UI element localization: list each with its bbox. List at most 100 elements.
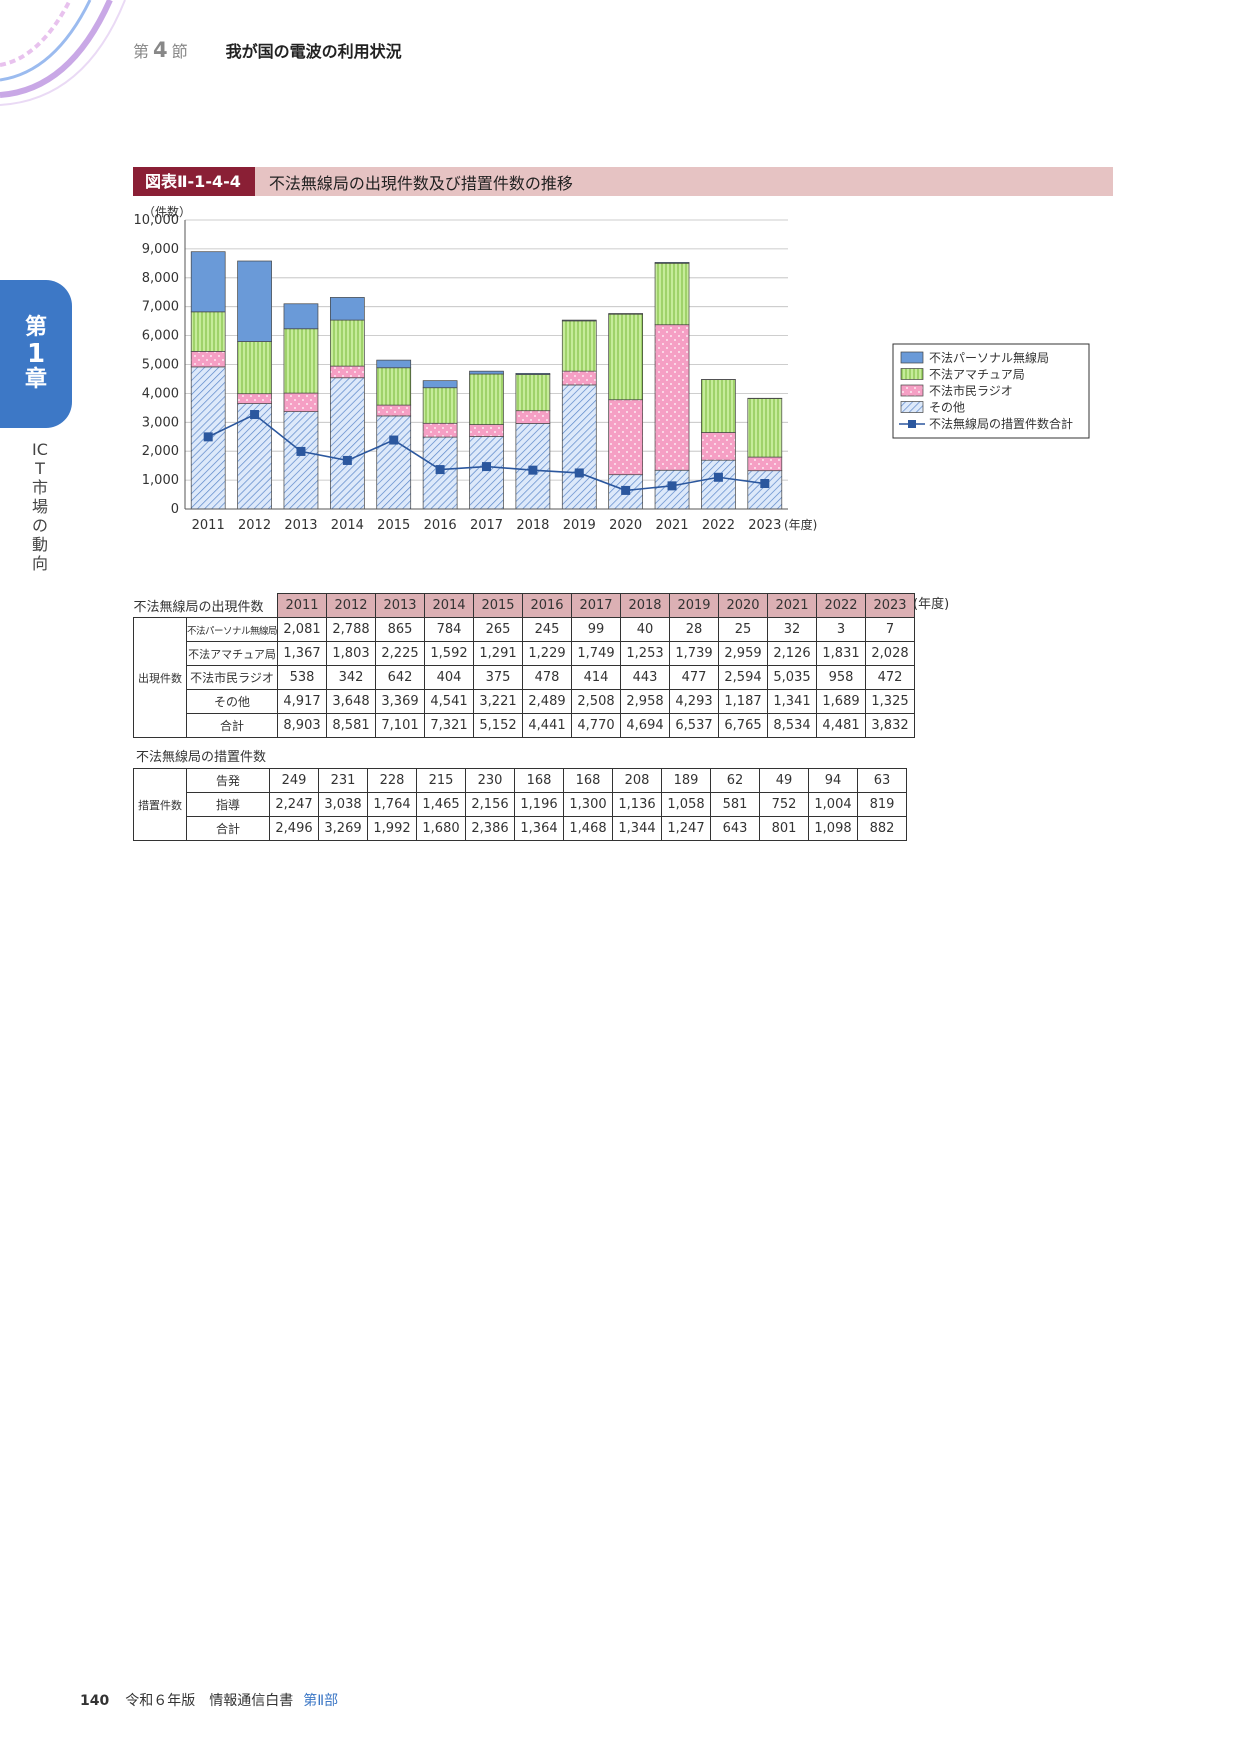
- cell: 4,293: [669, 689, 720, 714]
- year-header: 2017: [571, 593, 622, 618]
- cell: 215: [416, 768, 466, 793]
- stacked-bar-chart: （件数） 0 1,000 2,000 3,000 4,000 5,000 6,000 7,000…: [134, 204, 1090, 533]
- chapter-suffix: 章: [24, 367, 47, 393]
- legend-swatch: [900, 401, 924, 413]
- y-tick-label: 10,000: [134, 213, 180, 228]
- legend-swatch: [900, 368, 924, 380]
- cell: 1,764: [367, 792, 417, 817]
- x-tick-label: 2023: [748, 518, 781, 533]
- cell: 3,038: [318, 792, 368, 817]
- line-point: [713, 472, 723, 482]
- cell: 1,739: [669, 641, 720, 666]
- year-header: 2019: [669, 593, 720, 618]
- bar-segment: [654, 262, 690, 326]
- cell: 4,441: [522, 713, 573, 738]
- cell: 2,386: [465, 816, 515, 841]
- bar-segment: [237, 341, 272, 395]
- cell: 8,534: [767, 713, 818, 738]
- cell: 3,648: [326, 689, 377, 714]
- bar-segment: [608, 313, 644, 401]
- cell: 63: [857, 768, 907, 793]
- legend-box: [892, 343, 1090, 439]
- cell: 819: [857, 792, 907, 817]
- cell: 8,581: [326, 713, 377, 738]
- cell: 443: [620, 665, 671, 690]
- bar-segment: [747, 398, 783, 458]
- row-label: 不法パーソナル無線局: [185, 617, 279, 642]
- cell: 7,101: [375, 713, 426, 738]
- table-row: 指導 2,247 3,038 1,764 1,465 2,156 1,196 1…: [134, 792, 907, 817]
- bar-segment: [237, 260, 272, 342]
- cell: 1,803: [326, 641, 377, 666]
- line-point: [203, 432, 213, 442]
- bar-segment: [701, 379, 736, 433]
- cell: 472: [865, 665, 916, 690]
- cell: 5,152: [473, 713, 524, 738]
- cell: 1,992: [367, 816, 417, 841]
- x-tick-label: 2019: [563, 518, 596, 533]
- bar-segment: [701, 432, 736, 461]
- bar-segment: [561, 384, 597, 510]
- year-header: 2013: [375, 593, 426, 618]
- legend-label: その他: [929, 401, 965, 415]
- cell: 958: [816, 665, 867, 690]
- table-caption: 不法無線局の出現件数: [133, 599, 264, 615]
- section-number: 4: [153, 38, 168, 62]
- cell: 1,300: [563, 792, 613, 817]
- cell: 245: [522, 617, 573, 642]
- bar-segment: [654, 262, 690, 264]
- cell: 189: [661, 768, 711, 793]
- bar-segment: [376, 415, 412, 510]
- legend-label: 不法市民ラジオ: [929, 383, 1013, 398]
- cell: 230: [465, 768, 515, 793]
- year-header: 2011: [277, 593, 328, 618]
- cell: 2,594: [718, 665, 769, 690]
- line-point: [760, 479, 770, 489]
- y-axis-unit: （件数）: [143, 204, 191, 219]
- cell: 8,903: [277, 713, 328, 738]
- cell: 478: [522, 665, 573, 690]
- row-label: 告発: [186, 768, 270, 793]
- cell: 1,367: [277, 641, 328, 666]
- line-point: [435, 465, 445, 475]
- cell: 1,749: [571, 641, 622, 666]
- cell: 538: [277, 665, 328, 690]
- line-point: [389, 435, 399, 445]
- year-header: 2014: [424, 593, 475, 618]
- cell: 2,225: [375, 641, 426, 666]
- y-tick-label: 1,000: [142, 473, 179, 488]
- bar-segment: [376, 367, 412, 406]
- cell: 1,291: [473, 641, 524, 666]
- chapter-tab: 第 1 章: [0, 280, 72, 428]
- y-tick-label: 3,000: [142, 415, 179, 430]
- table-row: 不法アマチュア局 1,367 1,803 2,225 1,592 1,291 1…: [134, 641, 916, 666]
- cell: 7: [865, 617, 916, 642]
- bar-segment: [329, 365, 365, 379]
- page-number: 140: [80, 1693, 110, 1709]
- cell: 1,196: [514, 792, 564, 817]
- table-unit-note: (年度): [913, 597, 950, 612]
- bar-segment: [283, 328, 319, 394]
- x-tick-label: 2022: [702, 518, 735, 533]
- x-axis-unit: (年度): [784, 517, 817, 532]
- table-row: 措置件数 告発 249 231 228 215 230 168 168 208 …: [133, 768, 907, 841]
- year-header: 2023: [865, 593, 916, 618]
- y-tick-label: 4,000: [142, 386, 179, 401]
- legend-label: 不法パーソナル無線局: [929, 350, 1049, 365]
- cell: 4,917: [277, 689, 328, 714]
- cell: 249: [269, 768, 319, 793]
- x-tick-label: 2013: [284, 518, 317, 533]
- cell: 94: [808, 768, 858, 793]
- cell: 1,229: [522, 641, 573, 666]
- legend-swatch: [900, 351, 924, 364]
- table-row: 出現件数 不法パーソナル無線局 2,081 2,788 865 784 265 …: [133, 617, 916, 738]
- cell: 581: [710, 792, 760, 817]
- figure-title: 不法無線局の出現件数及び措置件数の推移: [268, 173, 573, 193]
- cell: 62: [710, 768, 760, 793]
- section-suffix: 節: [171, 42, 188, 61]
- x-tick-label: 2015: [377, 518, 410, 533]
- bar-segment: [422, 422, 458, 438]
- x-tick-label: 2012: [238, 518, 271, 533]
- cell: 2,028: [865, 641, 916, 666]
- publication-title: 令和６年版 情報通信白書: [125, 1693, 294, 1709]
